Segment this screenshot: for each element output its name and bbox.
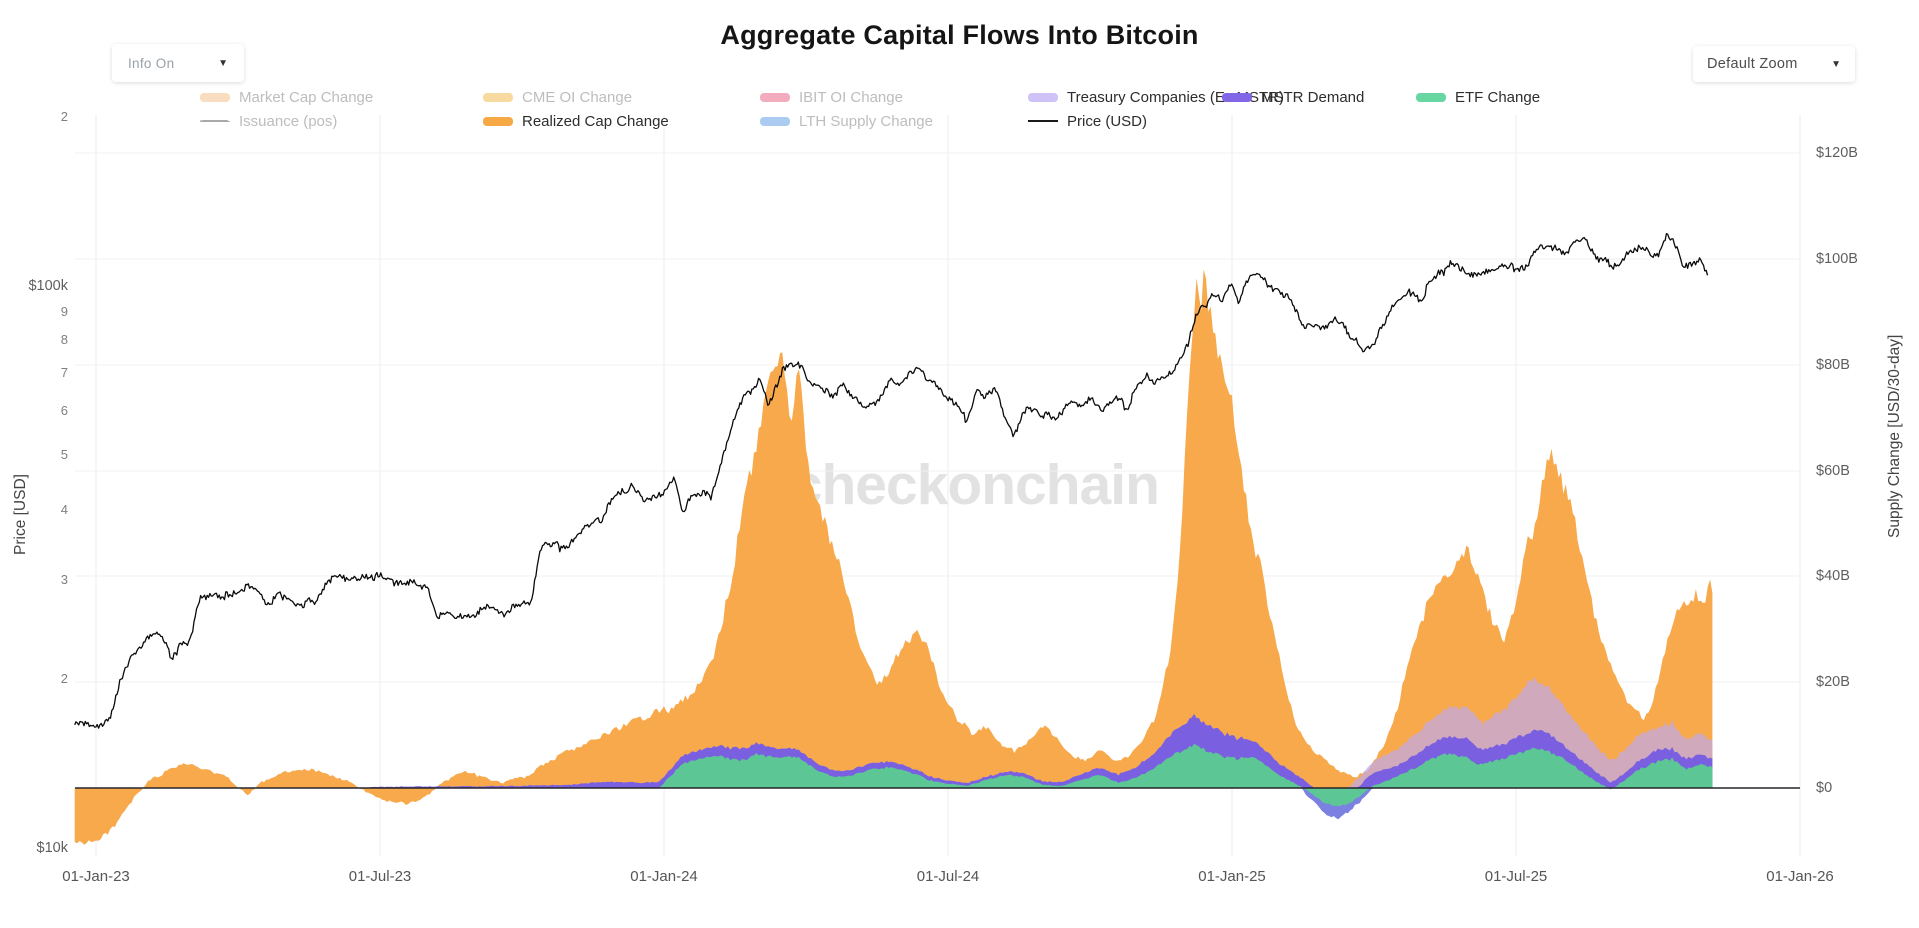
x-tick-label: 01-Jul-24 bbox=[916, 868, 980, 885]
legend-item-market-cap-change[interactable]: Market Cap Change bbox=[200, 88, 373, 106]
legend-swatch-icon bbox=[760, 92, 790, 102]
legend-item-label: Price (USD) bbox=[1067, 112, 1148, 130]
legend-item-ibit-oi-change[interactable]: IBIT OI Change bbox=[760, 88, 903, 106]
y-right-tick-label: $20B bbox=[1816, 674, 1850, 690]
y-right-tick-label: $40B bbox=[1816, 568, 1850, 584]
info-on-label: Info On bbox=[128, 55, 175, 71]
y-left-tick-label: 5 bbox=[60, 447, 68, 462]
legend-swatch-icon bbox=[1416, 92, 1446, 102]
chevron-down-icon: ▼ bbox=[218, 57, 228, 69]
legend-item-label: Market Cap Change bbox=[239, 88, 374, 106]
legend-item-cme-oi-change[interactable]: CME OI Change bbox=[483, 88, 632, 106]
x-tick-label: 01-Jan-23 bbox=[62, 868, 130, 885]
page-title: Aggregate Capital Flows Into Bitcoin bbox=[720, 20, 1199, 50]
legend-item-label: ETF Change bbox=[1455, 88, 1541, 106]
y-left-tick-label: $100k bbox=[28, 278, 68, 294]
x-tick-label: 01-Jan-25 bbox=[1198, 868, 1266, 885]
y-right-tick-label: $60B bbox=[1816, 463, 1850, 479]
left-axis-title: Price [USD] bbox=[12, 474, 29, 555]
default-zoom-label: Default Zoom bbox=[1707, 56, 1798, 72]
legend-item-price-usd-[interactable]: Price (USD) bbox=[1028, 112, 1147, 130]
legend-item-label: CME OI Change bbox=[522, 88, 633, 106]
legend-swatch-icon bbox=[483, 116, 513, 126]
y-left-tick-label: 9 bbox=[60, 304, 68, 319]
y-right-tick-label: $0 bbox=[1816, 780, 1833, 796]
legend-item-realized-cap-change[interactable]: Realized Cap Change bbox=[483, 112, 669, 130]
legend-item-label: Realized Cap Change bbox=[522, 112, 669, 130]
legend-swatch-icon bbox=[1222, 92, 1252, 102]
default-zoom-dropdown[interactable]: Default Zoom ▼ bbox=[1693, 46, 1855, 82]
legend-item-mstr-demand[interactable]: MSTR Demand bbox=[1222, 88, 1364, 106]
legend-swatch-icon bbox=[1028, 92, 1058, 102]
y-left-tick-label: 2 bbox=[60, 671, 68, 686]
legend-item-label: Issuance (pos) bbox=[239, 112, 338, 130]
y-right-tick-label: $100B bbox=[1816, 251, 1858, 267]
y-left-tick-label: 7 bbox=[60, 365, 68, 380]
y-left-tick-label: $10k bbox=[36, 840, 68, 856]
legend-item-label: LTH Supply Change bbox=[799, 112, 933, 130]
legend-swatch-icon bbox=[200, 120, 230, 122]
right-axis-title: Supply Change [USD/30-day] bbox=[1886, 334, 1903, 538]
legend-item-label: IBIT OI Change bbox=[799, 88, 903, 106]
x-tick-label: 01-Jul-25 bbox=[1484, 868, 1548, 885]
y-left-tick-label: 8 bbox=[60, 332, 68, 347]
y-left-tick-label: 2 bbox=[60, 109, 68, 124]
y-right-tick-label: $80B bbox=[1816, 357, 1850, 373]
x-tick-label: 01-Jan-26 bbox=[1766, 868, 1834, 885]
x-tick-label: 01-Jul-23 bbox=[348, 868, 412, 885]
legend-swatch-icon bbox=[200, 92, 230, 102]
y-left-tick-label: 4 bbox=[60, 502, 68, 517]
legend-swatch-icon bbox=[760, 116, 790, 126]
info-on-dropdown[interactable]: Info On ▼ bbox=[112, 44, 244, 82]
x-tick-label: 01-Jan-24 bbox=[630, 868, 698, 885]
legend-swatch-icon bbox=[1028, 119, 1058, 123]
legend-item-lth-supply-change[interactable]: LTH Supply Change bbox=[760, 112, 933, 130]
chevron-down-icon: ▼ bbox=[1831, 58, 1841, 70]
y-left-tick-label: 3 bbox=[60, 572, 68, 587]
legend-item-label: MSTR Demand bbox=[1261, 88, 1365, 106]
y-left-tick-label: 6 bbox=[60, 403, 68, 418]
legend-swatch-icon bbox=[483, 92, 513, 102]
y-right-tick-label: $120B bbox=[1816, 145, 1858, 161]
legend-item-issuance-pos-[interactable]: Issuance (pos) bbox=[200, 112, 337, 130]
legend-item-etf-change[interactable]: ETF Change bbox=[1416, 88, 1540, 106]
